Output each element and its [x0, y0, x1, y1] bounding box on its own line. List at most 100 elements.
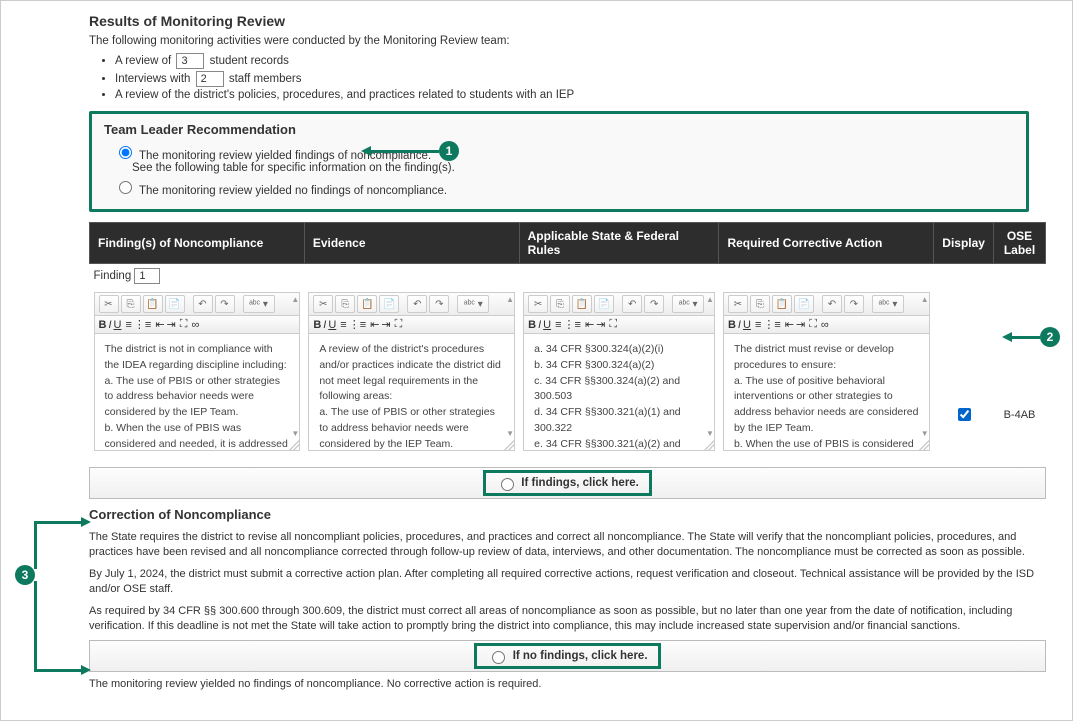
paste-icon[interactable]: 📋 — [357, 295, 377, 313]
outdent-icon[interactable]: ⇤ — [585, 318, 594, 331]
italic-button[interactable]: I — [323, 319, 326, 331]
editor-content-action[interactable]: The district must revise or develop proc… — [724, 334, 929, 450]
student-records-input[interactable]: 3 — [176, 53, 204, 69]
bold-button[interactable]: B — [313, 319, 321, 331]
expand-icon[interactable]: ⛶ — [395, 318, 403, 331]
spellcheck-dropdown[interactable]: ᵃᵇᶜ ▾ — [243, 295, 275, 313]
numbered-list-icon[interactable]: ≡ — [555, 319, 561, 331]
correction-section: Correction of Noncompliance The State re… — [89, 507, 1046, 634]
undo-icon[interactable]: ↶ — [622, 295, 642, 313]
radio-if-no-findings[interactable] — [492, 651, 505, 664]
th-ose: OSE Label — [993, 223, 1045, 264]
recommendation-title: Team Leader Recommendation — [104, 122, 1014, 137]
finding-label-row: Finding 1 — [90, 264, 1046, 289]
underline-button[interactable]: U — [328, 319, 336, 331]
staff-members-input[interactable]: 2 — [196, 71, 224, 87]
outdent-icon[interactable]: ⇤ — [785, 318, 794, 331]
copy-icon[interactable]: ⎘ — [750, 295, 770, 313]
cut-icon[interactable]: ✂ — [313, 295, 333, 313]
bullet-list-icon[interactable]: ⋮≡ — [134, 318, 151, 331]
italic-button[interactable]: I — [738, 319, 741, 331]
editor-content-rules[interactable]: a. 34 CFR §300.324(a)(2)(i)b. 34 CFR §30… — [524, 334, 714, 450]
bullet-list-icon[interactable]: ⋮≡ — [349, 318, 366, 331]
editor-toolbar: ✂ ⎘ 📋 📄 ↶ ↷ ᵃᵇᶜ ▾ — [95, 293, 300, 316]
copy-icon[interactable]: ⎘ — [550, 295, 570, 313]
numbered-list-icon[interactable]: ≡ — [125, 319, 131, 331]
paste-plain-icon[interactable]: 📄 — [165, 295, 185, 313]
bold-button[interactable]: B — [99, 319, 107, 331]
opt-findings[interactable]: The monitoring review yielded findings o… — [114, 143, 1014, 174]
bullet-list-icon[interactable]: ⋮≡ — [564, 318, 581, 331]
editor-toolbar-row2: B I U ≡ ⋮≡ ⇤ ⇥ ⛶ ∞ — [95, 316, 300, 334]
activities-list: A review of 3 student records Interviews… — [115, 53, 1054, 101]
expand-icon[interactable]: ⛶ — [180, 318, 188, 331]
correction-p2: By July 1, 2024, the district must submi… — [89, 567, 1046, 598]
callout-2: 2 — [1040, 327, 1060, 347]
paste-icon[interactable]: 📋 — [143, 295, 163, 313]
paste-icon[interactable]: 📋 — [772, 295, 792, 313]
radio-no-findings[interactable] — [119, 181, 132, 194]
correction-p3: As required by 34 CFR §§ 300.600 through… — [89, 604, 1046, 635]
numbered-list-icon[interactable]: ≡ — [755, 319, 761, 331]
th-rules: Applicable State & Federal Rules — [519, 223, 719, 264]
italic-button[interactable]: I — [108, 319, 111, 331]
spellcheck-dropdown[interactable]: ᵃᵇᶜ ▾ — [672, 295, 704, 313]
radio-findings[interactable] — [119, 146, 132, 159]
copy-icon[interactable]: ⎘ — [335, 295, 355, 313]
opt-no-findings[interactable]: The monitoring review yielded no finding… — [114, 178, 1014, 197]
redo-icon[interactable]: ↷ — [844, 295, 864, 313]
numbered-list-icon[interactable]: ≡ — [340, 319, 346, 331]
copy-icon[interactable]: ⎘ — [121, 295, 141, 313]
redo-icon[interactable]: ↷ — [215, 295, 235, 313]
editor-content-findings[interactable]: The district is not in compliance with t… — [95, 334, 300, 450]
bold-button[interactable]: B — [728, 319, 736, 331]
display-checkbox[interactable] — [958, 408, 971, 421]
underline-button[interactable]: U — [114, 319, 122, 331]
bottom-no-findings-text: The monitoring review yielded no finding… — [89, 678, 1054, 690]
paste-icon[interactable]: 📋 — [572, 295, 592, 313]
correction-p1: The State requires the district to revis… — [89, 530, 1046, 561]
spellcheck-dropdown[interactable]: ᵃᵇᶜ ▾ — [872, 295, 904, 313]
th-display: Display — [934, 223, 994, 264]
redo-icon[interactable]: ↷ — [429, 295, 449, 313]
redo-icon[interactable]: ↷ — [644, 295, 664, 313]
expand-icon[interactable]: ⛶ — [809, 318, 817, 331]
paste-plain-icon[interactable]: 📄 — [379, 295, 399, 313]
expand-icon[interactable]: ⛶ — [609, 318, 617, 331]
spellcheck-dropdown[interactable]: ᵃᵇᶜ ▾ — [457, 295, 489, 313]
link-icon[interactable]: ∞ — [191, 319, 199, 331]
undo-icon[interactable]: ↶ — [407, 295, 427, 313]
undo-icon[interactable]: ↶ — [193, 295, 213, 313]
editor-evidence[interactable]: ✂ ⎘ 📋 📄 ↶ ↷ ᵃᵇᶜ ▾ B I — [308, 292, 515, 451]
italic-button[interactable]: I — [538, 319, 541, 331]
editor-findings[interactable]: ✂ ⎘ 📋 📄 ↶ ↷ ᵃᵇᶜ ▾ B I — [94, 292, 301, 451]
paste-plain-icon[interactable]: 📄 — [594, 295, 614, 313]
finding-number-input[interactable]: 1 — [134, 268, 160, 284]
underline-button[interactable]: U — [743, 319, 751, 331]
results-intro: The following monitoring activities were… — [89, 35, 1054, 47]
bold-button[interactable]: B — [528, 319, 536, 331]
team-leader-recommendation-box: Team Leader Recommendation The monitorin… — [89, 111, 1029, 212]
link-icon[interactable]: ∞ — [821, 319, 829, 331]
outdent-icon[interactable]: ⇤ — [370, 318, 379, 331]
indent-icon[interactable]: ⇥ — [596, 318, 605, 331]
bullet-list-icon[interactable]: ⋮≡ — [763, 318, 780, 331]
indent-icon[interactable]: ⇥ — [381, 318, 390, 331]
if-findings-bar[interactable]: If findings, click here. — [89, 467, 1046, 499]
th-findings: Finding(s) of Noncompliance — [90, 223, 305, 264]
indent-icon[interactable]: ⇥ — [796, 318, 805, 331]
underline-button[interactable]: U — [543, 319, 551, 331]
paste-plain-icon[interactable]: 📄 — [794, 295, 814, 313]
editor-action[interactable]: ✂ ⎘ 📋 📄 ↶ ↷ ᵃᵇᶜ ▾ B I — [723, 292, 930, 451]
cut-icon[interactable]: ✂ — [99, 295, 119, 313]
indent-icon[interactable]: ⇥ — [167, 318, 176, 331]
list-item: A review of 3 student records — [115, 53, 1054, 69]
outdent-icon[interactable]: ⇤ — [155, 318, 164, 331]
if-no-findings-bar[interactable]: If no findings, click here. — [89, 640, 1046, 672]
radio-if-findings[interactable] — [501, 478, 514, 491]
cut-icon[interactable]: ✂ — [528, 295, 548, 313]
cut-icon[interactable]: ✂ — [728, 295, 748, 313]
undo-icon[interactable]: ↶ — [822, 295, 842, 313]
editor-rules[interactable]: ✂ ⎘ 📋 📄 ↶ ↷ ᵃᵇᶜ ▾ B I — [523, 292, 715, 451]
editor-content-evidence[interactable]: A review of the district's procedures an… — [309, 334, 514, 450]
